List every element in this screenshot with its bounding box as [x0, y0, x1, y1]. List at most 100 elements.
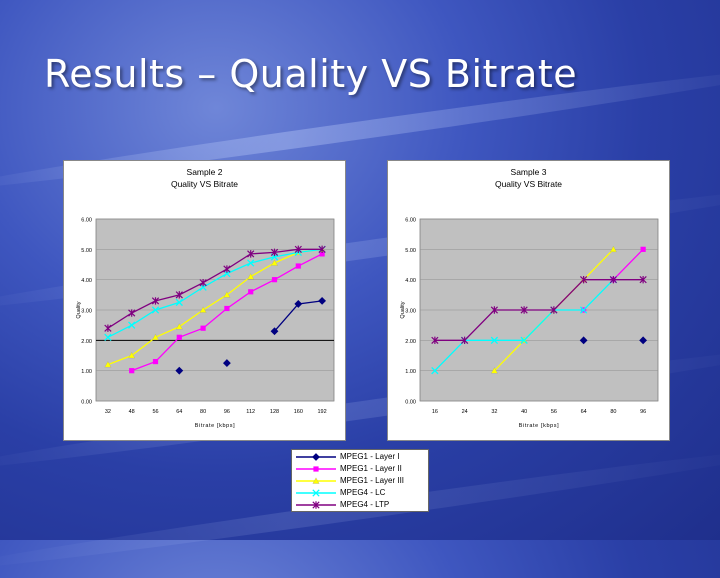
chart-sample-2-series-mpeg4-ltp-point [199, 279, 207, 287]
chart-sample-3-series-mpeg1-layer-ii-point [640, 246, 646, 252]
chart-sample-2-series-mpeg1-layer-iii-point [104, 361, 112, 368]
chart-sample-2-series-mpeg1-layer-i [175, 296, 327, 375]
chart-sample-3-series-mpeg4-ltp-point-shape [550, 306, 558, 314]
chart-sample-2-series-mpeg4-lc-point-shape [247, 259, 255, 267]
chart-sample-2-series-mpeg4-lc-point-shape [175, 298, 183, 307]
chart-sample-2-x-tick-label: 48 [129, 409, 135, 415]
chart-sample-3-y-tick-label: 0.00 [405, 400, 416, 406]
chart-sample-2-series-mpeg1-layer-ii-point-shape [248, 289, 254, 295]
chart-sample-3-plot: Sample 3 Quality VS Bitrate 0.00 1.00 2.00 3.… [400, 167, 659, 429]
chart-sample-3-series-mpeg4-lc-point [520, 336, 528, 344]
chart-sample-2-series-mpeg1-layer-iii-point [175, 323, 183, 330]
chart-sample-2-x-tick-label: 56 [152, 409, 158, 415]
chart-sample-2-series-mpeg1-layer-ii-point-shape [271, 277, 278, 283]
chart-sample-2-series-mpeg4-ltp-point-shape [270, 248, 279, 257]
chart-sample-2-series-mpeg1-layer-iii-point-shape [199, 306, 207, 313]
chart-sample-2-series-mpeg1-layer-iii-line [107, 248, 323, 366]
legend-swatch [296, 489, 336, 497]
legend-item-mpeg1-layer-i: MPEG1 - Layer I [292, 451, 428, 463]
chart-sample-2-series-mpeg1-layer-ii-point [129, 368, 135, 374]
chart-sample-2-x-tick-label: 160 [294, 409, 303, 415]
chart-sample-2-series-mpeg1-layer-ii-point-shape [295, 263, 301, 269]
chart-sample-2-series-mpeg1-layer-iii-point [199, 306, 207, 313]
chart-sample-2-y-tick-label: 4.00 [81, 278, 92, 284]
chart-sample-3-series-mpeg1-layer-iii-point-shape [490, 367, 498, 374]
chart-sample-3-x-tick-label: 96 [640, 409, 646, 415]
legend-swatch [296, 501, 336, 509]
chart-sample-2-series-mpeg4-lc-point [247, 259, 255, 267]
chart-sample-3-x-tick-label: 24 [462, 409, 468, 415]
chart-sample-2-series-mpeg1-layer-ii-point [319, 251, 325, 257]
chart-sample-2-series-mpeg1-layer-iii-point-shape [104, 361, 112, 368]
chart-sample-3-series-mpeg4-ltp-point-shape [461, 336, 469, 345]
chart-sample-3-y-tick-label: 5.00 [405, 248, 416, 254]
chart-sample-2-series-mpeg1-layer-i-point-shape [175, 366, 184, 375]
chart-sample-2-y-tick-label: 3.00 [81, 309, 92, 315]
chart-sample-2-x-tick-label: 64 [176, 409, 182, 415]
chart-sample-3-y-tick-label: 1.00 [405, 369, 416, 375]
chart-sample-3-series-mpeg4-ltp-line [434, 279, 644, 341]
chart-sample-3-series-mpeg1-layer-iii-point-shape [609, 245, 617, 253]
chart-sample-3-series-mpeg4-ltp-point-shape [639, 275, 647, 284]
chart-sample-3-series-mpeg4-ltp-point [490, 306, 498, 314]
chart-sample-2-series-mpeg1-layer-ii-point-shape [319, 251, 325, 257]
chart-sample-2-series-mpeg4-ltp-point [223, 265, 231, 273]
chart-sample-3-series-mpeg1-layer-i-point-shape [579, 336, 588, 345]
chart-sample-2-series-mpeg4-ltp-point-shape [223, 265, 231, 273]
chart-sample-2-series-mpeg1-layer-ii-point [152, 358, 159, 365]
chart-sample-2-series-mpeg1-layer-iii-point-shape [247, 273, 255, 280]
chart-sample-2-series-mpeg4-lc-point [151, 306, 160, 314]
chart-sample-2-series-mpeg1-layer-i-point-shape [270, 327, 279, 336]
chart-sample-3-series-mpeg1-layer-ii-point-shape [640, 246, 646, 252]
chart-sample-2-series-mpeg4-ltp-point [175, 291, 183, 299]
chart-sample-3-series-mpeg1-layer-iii-point [609, 245, 617, 253]
legend-swatch-marker-shape [312, 501, 320, 509]
chart-sample-2-series-mpeg1-layer-i-point-shape [222, 359, 231, 367]
chart-sample-2-x-tick-label: 32 [105, 409, 111, 415]
legend-swatch-marker [312, 477, 320, 484]
chart-sample-2-series-mpeg1-layer-iii-point-shape [128, 351, 136, 359]
chart-sample-3-series-mpeg1-layer-i-point [579, 336, 588, 345]
legend-item-mpeg4-lc: MPEG4 - LC [292, 487, 428, 499]
chart-sample-3-series-mpeg4-lc-point [579, 306, 588, 314]
chart-sample-2-series-mpeg1-layer-i-point [175, 366, 184, 375]
chart-sample-2-series-mpeg4-ltp-point [270, 248, 279, 257]
chart-sample-3-title-line-0: Sample 3 [511, 167, 547, 177]
chart-sample-2-series-mpeg4-ltp-point-shape [199, 279, 207, 287]
chart-sample-2-series-mpeg4-lc-point-shape [128, 321, 136, 329]
chart-sample-2-series-mpeg1-layer-i-point [270, 327, 279, 336]
chart-sample-2-series-mpeg1-layer-ii [129, 251, 325, 374]
chart-sample-3-series-mpeg4-ltp-point-shape [431, 336, 439, 345]
chart-sample-3-y-axis-label: Quality [400, 301, 406, 318]
chart-sample-3-series-mpeg1-layer-iii-point [490, 367, 498, 374]
chart-sample-2-series-mpeg4-ltp-point-shape [128, 309, 136, 317]
chart-sample-3-series-mpeg4-ltp-point [520, 306, 528, 314]
chart-sample-2-series-mpeg4-ltp-point-shape [318, 245, 326, 254]
chart-sample-2-series-mpeg4-ltp-point-shape [247, 250, 255, 258]
chart-sample-3-series-mpeg4-ltp-point-shape [580, 275, 588, 284]
chart-sample-2-series-mpeg1-layer-iii-point [223, 291, 231, 298]
chart-sample-2-series-mpeg1-layer-i-point [318, 296, 327, 305]
chart-sample-3-series-mpeg4-ltp-point [431, 336, 439, 345]
chart-sample-3-series-mpeg4-lc-point [431, 367, 439, 375]
legend-label: MPEG1 - Layer II [340, 464, 402, 473]
legend-label: MPEG4 - LC [340, 488, 386, 497]
chart-sample-2-series-mpeg1-layer-ii-point [224, 305, 230, 312]
chart-sample-2-series-mpeg4-ltp-point-shape [151, 297, 160, 305]
chart-sample-2-series-mpeg4-ltp-point [318, 245, 326, 254]
chart-sample-3-x-tick-label: 32 [491, 409, 497, 415]
legend-swatch-marker [313, 466, 319, 472]
legend-label: MPEG4 - LTP [340, 500, 390, 509]
chart-sample-2-series-mpeg1-layer-i-point [294, 300, 303, 308]
chart-sample-2-series-mpeg4-lc-line [107, 248, 323, 338]
chart-sample-2-y-tick-label: 0.00 [81, 400, 92, 406]
chart-sample-2-series-mpeg1-layer-iii-point-shape [271, 259, 278, 266]
chart-sample-2-series-mpeg1-layer-iii-point [152, 333, 159, 341]
legend-swatch-marker [312, 489, 320, 497]
chart-sample-3-series-mpeg4-lc-point [490, 336, 499, 344]
chart-sample-2-series-mpeg1-layer-ii-point [176, 334, 182, 340]
chart-sample-2-y-tick-label: 6.00 [81, 218, 92, 224]
chart-sample-3-x-tick-label: 16 [432, 409, 438, 415]
chart-sample-3-x-axis-label: Bitrate [kbps] [519, 423, 560, 429]
legend-swatch-marker-shape [312, 453, 320, 461]
